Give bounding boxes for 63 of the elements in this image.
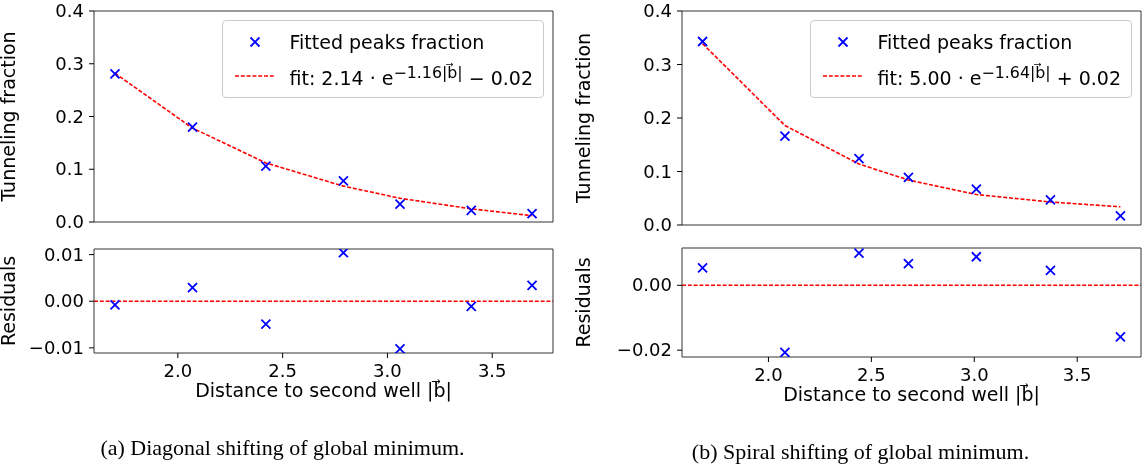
point [1115,331,1126,343]
x-tick-label: 2.5 [268,360,297,381]
point [109,68,121,80]
y-tick-label: 0.0 [643,214,672,235]
point [338,249,349,259]
point [338,175,349,187]
point [779,130,791,142]
y-tick-label: 0.1 [55,158,84,180]
x-axis-title: Distance to second well |b⃗| [783,382,1040,406]
y-axis-title: Residuals [571,257,594,348]
legend-label: fit: 5.00 · e$^{−1.64|b⃗|}$ + 0.02 [877,62,1121,90]
point [697,262,708,274]
y-axis-title: Residuals [0,255,19,347]
x-tick-label: 2.5 [857,364,886,385]
y-tick-label: −0.02 [616,339,672,361]
point [394,198,406,210]
y-tick-label: 0.01 [43,243,84,265]
x-tick-label: 3.0 [373,360,402,381]
point [1045,194,1056,206]
point [394,343,406,353]
point [779,347,791,357]
y-tick-label: 0.4 [55,0,84,21]
point [697,36,708,47]
x-tick-label: 2.0 [163,360,193,381]
x-tick-label: 2.0 [754,364,783,385]
point [970,183,982,195]
point [903,171,914,183]
x-axis-title: Distance to second well |b⃗| [195,378,452,402]
point [187,282,198,294]
legend-label: Fitted peaks fraction [877,31,1073,53]
y-tick-label: 0.0 [55,211,84,232]
y-tick-label: −0.01 [28,336,84,358]
y-tick-label: 0.00 [43,290,84,312]
point [853,248,865,259]
point [903,258,914,269]
point [465,205,477,216]
legend-label: fit: 2.14 · e$^{−1.16|b⃗|}$ − 0.02 [289,62,533,90]
point [970,251,982,263]
x-tick-label: 3.0 [959,364,989,385]
x-tick-label: 3.5 [1062,364,1092,385]
point [1115,210,1126,222]
text: (a) Diagonal shifting of global minimum. [99,435,466,461]
point [526,279,538,291]
legend-label: Fitted peaks fraction [289,31,485,53]
point [853,153,865,165]
y-axis-title: Tunneling fraction [571,32,594,205]
point [1045,264,1056,276]
point [260,160,272,172]
point [109,299,121,311]
y-tick-label: 0.2 [55,105,84,127]
y-tick-label: 0.3 [643,53,672,75]
y-tick-label: 0.3 [55,52,84,74]
point [526,208,538,219]
y-tick-label: 0.1 [643,160,672,182]
y-axis-title: Tunneling fraction [0,31,19,203]
point [260,318,272,330]
y-tick-label: 0.00 [631,274,672,296]
point [465,300,477,312]
text: (b) Spiral shifting of global minimum. [690,439,1031,465]
y-tick-label: 0.2 [643,107,672,128]
point [187,121,198,133]
y-tick-label: 0.4 [643,0,672,21]
x-tick-label: 3.5 [477,360,507,381]
